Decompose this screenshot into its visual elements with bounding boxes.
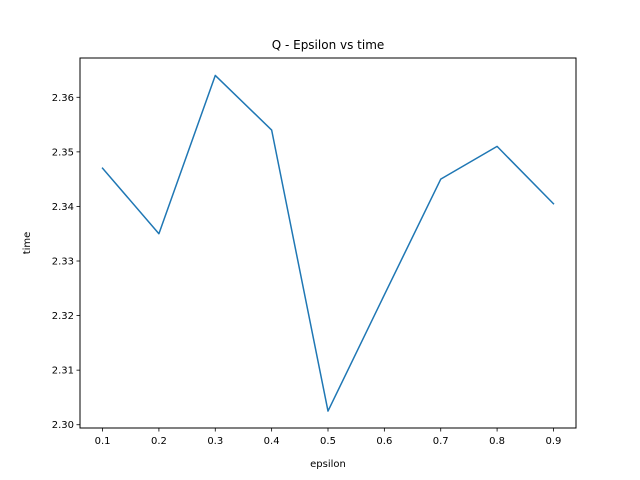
y-tick-label: 2.36 [52, 93, 74, 104]
y-tick-label: 2.30 [52, 420, 74, 431]
x-tick-label: 0.9 [546, 436, 562, 447]
x-axis-label: epsilon [310, 459, 346, 470]
plot-area [101, 74, 555, 412]
x-tick-label: 0.1 [95, 436, 111, 447]
y-axis-ticks: 2.30 2.31 2.32 2.33 2.34 2.35 2.36 [52, 93, 80, 431]
chart-title: Q - Epsilon vs time [272, 38, 385, 52]
x-tick-label: 0.3 [207, 436, 223, 447]
axes-frame [79, 57, 577, 429]
x-tick-label: 0.2 [151, 436, 167, 447]
y-tick-label: 2.34 [52, 202, 74, 213]
y-axis-label: time [22, 232, 33, 255]
x-tick-label: 0.8 [489, 436, 505, 447]
x-tick-label: 0.4 [264, 436, 280, 447]
y-tick-label: 2.32 [52, 311, 74, 322]
y-tick-label: 2.35 [52, 147, 74, 158]
x-axis-ticks: 0.1 0.2 0.3 0.4 0.5 0.6 0.7 0.8 0.9 [95, 428, 562, 447]
x-tick-label: 0.5 [320, 436, 336, 447]
x-tick-label: 0.7 [433, 436, 449, 447]
y-tick-label: 2.33 [52, 257, 74, 268]
x-tick-label: 0.6 [376, 436, 392, 447]
y-tick-label: 2.31 [52, 366, 74, 377]
